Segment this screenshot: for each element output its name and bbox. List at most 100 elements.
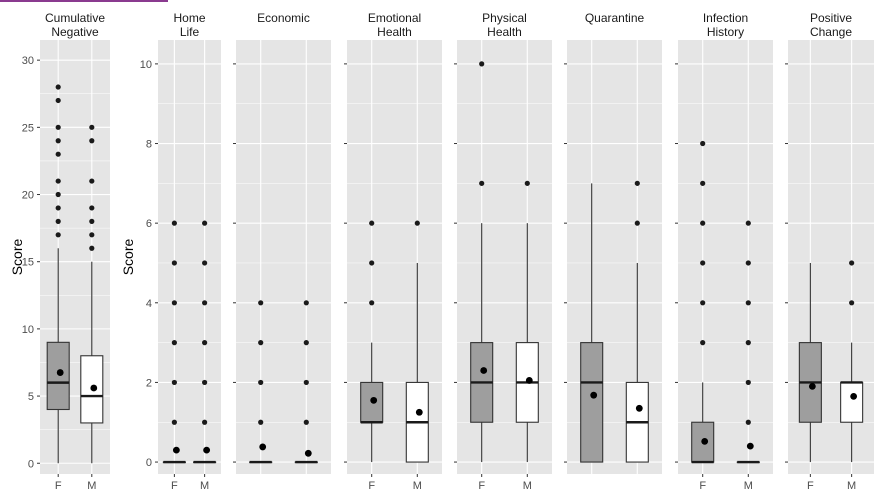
panel-8: Positive Change F M [785, 11, 874, 492]
outlier-point [745, 220, 751, 226]
outlier-point [202, 419, 208, 425]
outlier-point [369, 260, 375, 266]
box-M [515, 180, 539, 463]
panel-background [678, 40, 773, 474]
x-tick-label: M [200, 480, 209, 492]
iqr-box [46, 341, 70, 411]
outlier-point [479, 61, 485, 67]
outlier-point [55, 232, 61, 238]
outlier-point [849, 300, 855, 306]
x-tick-label: M [523, 480, 532, 492]
outlier-point [700, 340, 706, 346]
outlier-point [202, 379, 208, 386]
outlier-point [171, 220, 177, 226]
y-tick-label: 15 [22, 257, 34, 269]
y-tick-label: 10 [22, 324, 34, 336]
panel-title: Economic [257, 11, 310, 25]
y-tick-label: 6 [146, 218, 152, 230]
outlier-point [55, 97, 61, 104]
mean-point [701, 437, 709, 445]
mean-point [635, 404, 643, 412]
outlier-point [55, 178, 61, 184]
box-F [691, 140, 715, 464]
x-tick-label: M [744, 480, 753, 492]
panel-2: 0 2 4 6 8 10 Home Life F M [140, 11, 221, 492]
outlier-point [258, 340, 264, 346]
outlier-point [745, 340, 751, 346]
iqr-box [580, 342, 604, 463]
x-tick-label: F [368, 480, 375, 492]
box-M [625, 180, 649, 463]
outlier-point [700, 260, 706, 266]
panel-background [158, 40, 221, 474]
outlier-point [745, 419, 751, 425]
top-accent-line [0, 0, 168, 2]
mean-point [808, 383, 816, 390]
outlier-point [55, 151, 61, 157]
mean-point [90, 384, 98, 392]
panel-4: Emotional Health F M [344, 11, 442, 492]
panel-3: Economic [233, 11, 331, 474]
box-M [80, 124, 104, 464]
x-tick-label: M [413, 480, 422, 492]
x-tick-label: F [807, 480, 814, 492]
panel-title: Infection History [703, 11, 748, 39]
outlier-point [634, 220, 640, 226]
y-tick-label: 4 [146, 298, 152, 310]
mean-point [172, 446, 180, 454]
outlier-point [700, 180, 706, 186]
y-axis-title-1: Score [9, 239, 25, 276]
box-F [580, 183, 604, 463]
y-tick-label: 20 [22, 190, 34, 202]
outlier-point [258, 419, 264, 425]
x-tick-label: F [478, 480, 485, 492]
outlier-point [849, 260, 855, 266]
mean-point [590, 391, 598, 399]
mean-point [480, 367, 488, 374]
box-M [840, 260, 864, 463]
outlier-point [89, 138, 95, 144]
mean-point [304, 449, 312, 457]
y-tick-label: 10 [140, 59, 152, 71]
y-tick-label: 2 [146, 377, 152, 389]
outlier-point [700, 220, 706, 226]
y-tick-label: 0 [146, 457, 152, 469]
outlier-point [303, 419, 309, 425]
x-tick-label: M [847, 480, 856, 492]
mean-point [525, 377, 533, 384]
outlier-point [171, 340, 177, 346]
outlier-point [303, 340, 309, 346]
box-F [470, 61, 494, 463]
mean-point [850, 392, 858, 400]
outlier-point [171, 379, 177, 386]
mean-point [746, 442, 754, 450]
mean-point [415, 408, 423, 416]
box-M [294, 300, 318, 464]
outlier-point [89, 218, 95, 224]
x-tick-label: F [171, 480, 178, 492]
x-tick-label: M [87, 480, 96, 492]
mean-point [203, 446, 211, 454]
y-axis-title-2: Score [120, 239, 136, 276]
outlier-point [89, 205, 95, 211]
outlier-point [303, 379, 309, 386]
outlier-point [202, 220, 208, 226]
outlier-point [479, 180, 485, 186]
outlier-point [171, 260, 177, 266]
y-tick-label: 8 [146, 139, 152, 151]
panel-background [236, 40, 331, 474]
outlier-point [55, 124, 61, 130]
outlier-point [634, 180, 640, 186]
panel-title: Cumulative Negative [45, 11, 105, 39]
outlier-point [303, 300, 309, 306]
box-F [249, 300, 273, 464]
box-F [162, 220, 186, 464]
outlier-point [745, 300, 751, 306]
outlier-point [745, 379, 751, 386]
panel-title: Home Life [173, 11, 205, 39]
outlier-point [89, 124, 95, 130]
x-tick-label: F [699, 480, 706, 492]
outlier-point [524, 180, 530, 186]
outlier-point [202, 340, 208, 346]
outlier-point [700, 300, 706, 306]
